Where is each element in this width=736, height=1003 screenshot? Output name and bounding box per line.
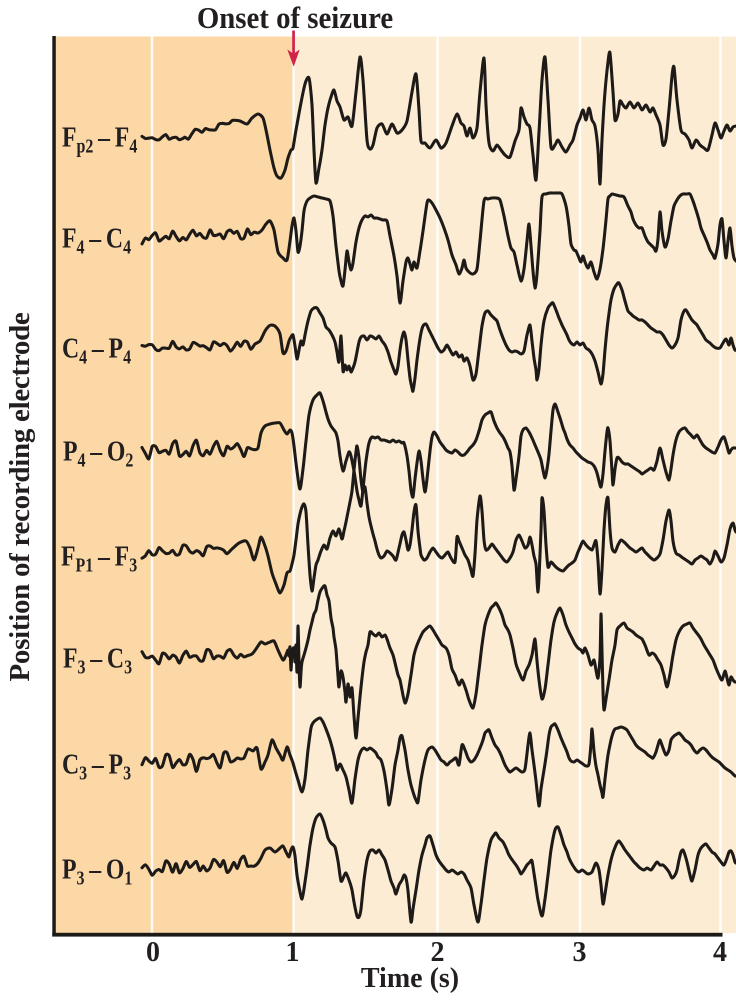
svg-text:Position of recording electrod: Position of recording electrode [4, 312, 36, 681]
svg-text:FP1​ – F3​: FP1​ – F3​ [61, 539, 137, 576]
svg-text:1: 1 [286, 937, 300, 968]
svg-text:C3​ – P3​: C3​ – P3​ [62, 747, 131, 784]
svg-text:3: 3 [573, 937, 587, 968]
svg-text:P3​ – O1​: P3​ – O1​ [62, 852, 132, 889]
svg-text:4: 4 [713, 937, 727, 968]
svg-text:P4​ – O2​: P4​ – O2​ [63, 434, 133, 471]
svg-text:F3​ – C3​: F3​ – C3​ [63, 641, 132, 678]
svg-text:2: 2 [431, 937, 445, 968]
svg-text:F4​ – C4​: F4​ – C4​ [62, 221, 131, 258]
svg-text:Fp2​ – F4​: Fp2​ – F4​ [62, 120, 137, 157]
svg-text:C4​ – P4​: C4​ – P4​ [62, 331, 131, 368]
svg-text:Time (s): Time (s) [361, 963, 459, 994]
svg-text:Onset of seizure: Onset of seizure [197, 1, 393, 35]
svg-text:0: 0 [146, 937, 160, 968]
